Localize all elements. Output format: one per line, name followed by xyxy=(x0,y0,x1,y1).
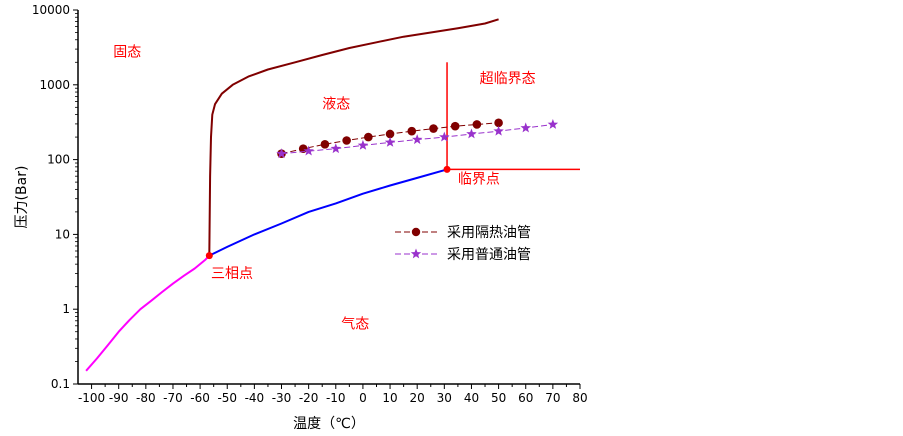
x-tick-label: 60 xyxy=(518,391,533,405)
series-insulated-point xyxy=(472,120,482,129)
legend-star-shape xyxy=(410,248,422,259)
series-ordinary-point xyxy=(466,128,477,139)
series-insulated-point xyxy=(407,126,417,136)
critical-point-marker xyxy=(443,165,451,173)
x-tick-label: 40 xyxy=(464,391,479,405)
y-tick-label: 10 xyxy=(55,227,70,241)
series-ordinary-point xyxy=(384,136,396,147)
x-tick-label: 0 xyxy=(359,391,367,405)
series-insulated-point xyxy=(494,118,503,128)
series-ordinary-point xyxy=(520,122,531,133)
series-insulated-point xyxy=(342,136,351,145)
series-insulated-point xyxy=(429,124,438,133)
sublimation-curve xyxy=(85,254,211,372)
series-ordinary-point xyxy=(330,143,341,154)
series-ordinary-point xyxy=(357,139,369,150)
x-axis-label: 温度（℃） xyxy=(293,416,365,432)
legend-marker-circle xyxy=(411,227,421,237)
legend-marker-star xyxy=(410,248,422,259)
x-tick-label: -70 xyxy=(163,391,183,405)
series-insulated-point xyxy=(450,121,460,131)
x-tick-label: -60 xyxy=(190,391,210,405)
x-tick-label: 10 xyxy=(382,391,397,405)
y-axis-label: 压力(Bar) xyxy=(14,166,30,229)
legend-item-insulated: 采用隔热油管 xyxy=(395,225,531,241)
x-tick-label: 50 xyxy=(491,391,506,405)
x-tick-label: -30 xyxy=(272,391,292,405)
series-ordinary-point xyxy=(303,145,314,156)
series-insulated-point xyxy=(364,132,373,142)
x-tick-label: 30 xyxy=(437,391,452,405)
x-tick-label: -40 xyxy=(245,391,265,405)
vaporization-curve xyxy=(208,168,448,257)
phase-annotation: 三相点 xyxy=(211,266,253,282)
series-ordinary-point xyxy=(547,119,559,129)
series-ordinary-point xyxy=(439,131,450,142)
series-ordinary-point xyxy=(412,134,423,145)
legend-item-ordinary: 采用普通油管 xyxy=(395,247,531,263)
phase-annotation: 液态 xyxy=(322,97,350,113)
y-ticks: 0.1 1 10 100 1000 10000 xyxy=(32,3,78,391)
plot-content xyxy=(85,18,580,372)
x-tick-label: 70 xyxy=(545,391,560,405)
x-tick-label: -80 xyxy=(136,391,156,405)
triple-point-marker xyxy=(205,252,213,260)
axes xyxy=(77,10,580,385)
x-tick-label: -100 xyxy=(78,391,105,405)
melting-curve xyxy=(208,18,499,256)
legend-label-ordinary: 采用普通油管 xyxy=(447,247,531,263)
x-tick-label: -10 xyxy=(326,391,346,405)
series-ordinary-point xyxy=(276,148,287,159)
phase-annotation: 固态 xyxy=(113,44,141,60)
x-tick-label: -50 xyxy=(217,391,237,405)
phase-annotation: 临界点 xyxy=(458,171,500,187)
x-tick-label: -20 xyxy=(299,391,319,405)
y-tick-label: 1 xyxy=(62,302,70,316)
phase-annotation: 超临界态 xyxy=(480,71,536,87)
y-tick-label: 100 xyxy=(47,153,70,167)
legend: 采用隔热油管 采用普通油管 xyxy=(395,225,531,263)
x-tick-label: 80 xyxy=(572,391,587,405)
x-tick-label: 20 xyxy=(410,391,425,405)
y-tick-label: 0.1 xyxy=(51,377,70,391)
x-ticks: -100 -90 -80 -70 -60 -50 -40 -30 -20 -10 0 10 20 30 40… xyxy=(78,384,588,405)
series-insulated-point xyxy=(385,129,395,139)
series-ordinary-point xyxy=(493,125,504,136)
y-tick-label: 10000 xyxy=(32,3,70,17)
y-tick-label: 1000 xyxy=(39,78,70,92)
legend-label-insulated: 采用隔热油管 xyxy=(447,225,531,241)
phase-annotation: 气态 xyxy=(341,317,369,333)
series-insulated-point xyxy=(320,140,330,149)
x-tick-label: -90 xyxy=(109,391,129,405)
